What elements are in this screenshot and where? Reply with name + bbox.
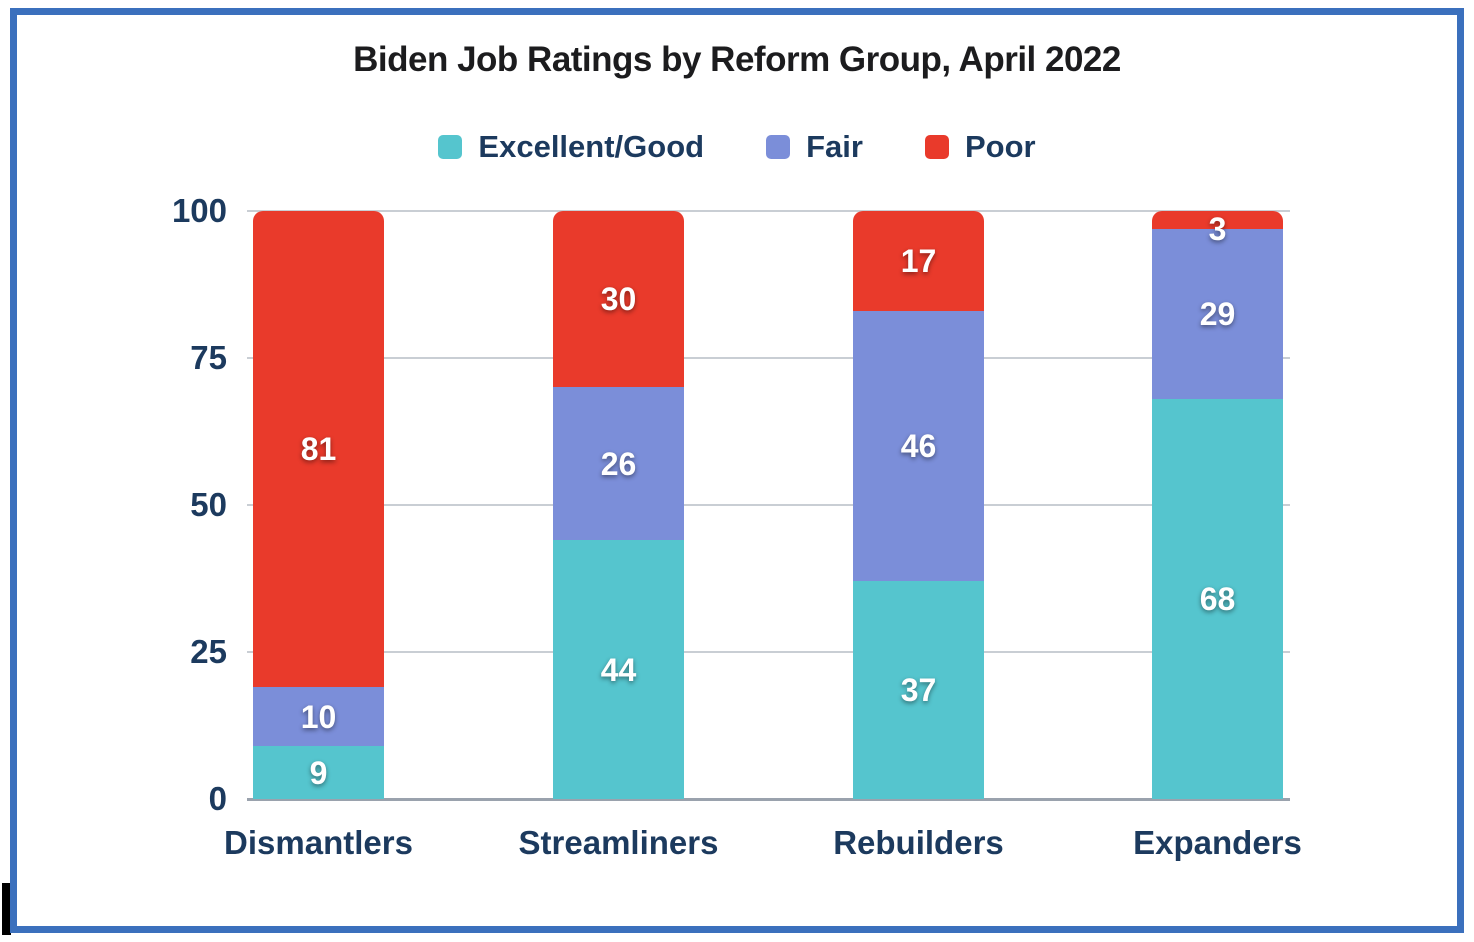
bar-segment-dismantlers-poor: [253, 211, 384, 688]
x-tick-label-rebuilders: Rebuilders: [833, 824, 1004, 861]
bar-segment-dismantlers-excellent-good: [253, 746, 384, 799]
y-tick-label-50: 50: [190, 486, 227, 523]
x-tick-label-dismantlers: Dismantlers: [224, 824, 413, 861]
y-tick-label-25: 25: [190, 633, 227, 670]
x-tick-label-streamliners: Streamliners: [518, 824, 719, 861]
legend-label-excellent-good: Excellent/Good: [478, 129, 705, 164]
gridline-25: [247, 651, 1290, 653]
bar-segment-streamliners-excellent-good: [553, 540, 684, 799]
legend-item-excellent-good: Excellent/Good: [438, 130, 704, 164]
legend-item-poor: Poor: [924, 129, 1036, 164]
bar-segment-dismantlers-fair: [253, 687, 384, 747]
selected-chart-image-frame[interactable]: [10, 8, 1464, 933]
gridline-100: [247, 210, 1290, 212]
bar-segment-rebuilders-poor: [853, 211, 984, 311]
legend-item-fair: Fair: [766, 130, 863, 164]
bar-segment-expanders-poor: [1152, 211, 1283, 229]
bar-segment-expanders-fair: [1152, 228, 1283, 400]
bar-segment-rebuilders-fair: [853, 310, 984, 582]
legend-label-poor: Poor: [964, 129, 1036, 164]
legend-swatch-fair: [766, 135, 791, 159]
text-cursor-artifact: [2, 883, 11, 935]
legend-swatch-poor: [924, 135, 949, 159]
gridline-75: [247, 357, 1290, 359]
bar-segment-streamliners-fair: [553, 387, 684, 541]
bar-segment-expanders-excellent-good: [1152, 399, 1283, 799]
x-axis-line: [247, 798, 1290, 801]
y-tick-label-0: 0: [208, 780, 227, 817]
bar-segment-rebuilders-excellent-good: [853, 581, 984, 799]
bar-segment-streamliners-poor: [553, 211, 684, 388]
chart-title: Biden Job Ratings by Reform Group, April…: [353, 40, 1121, 79]
y-tick-label-100: 100: [171, 192, 227, 229]
legend-swatch-excellent-good: [438, 135, 463, 159]
legend-label-fair: Fair: [806, 129, 863, 164]
gridline-50: [247, 504, 1290, 506]
legend: Excellent/Good Fair Poor: [0, 130, 1474, 164]
y-tick-label-75: 75: [190, 339, 227, 376]
x-tick-label-expanders: Expanders: [1133, 824, 1302, 861]
